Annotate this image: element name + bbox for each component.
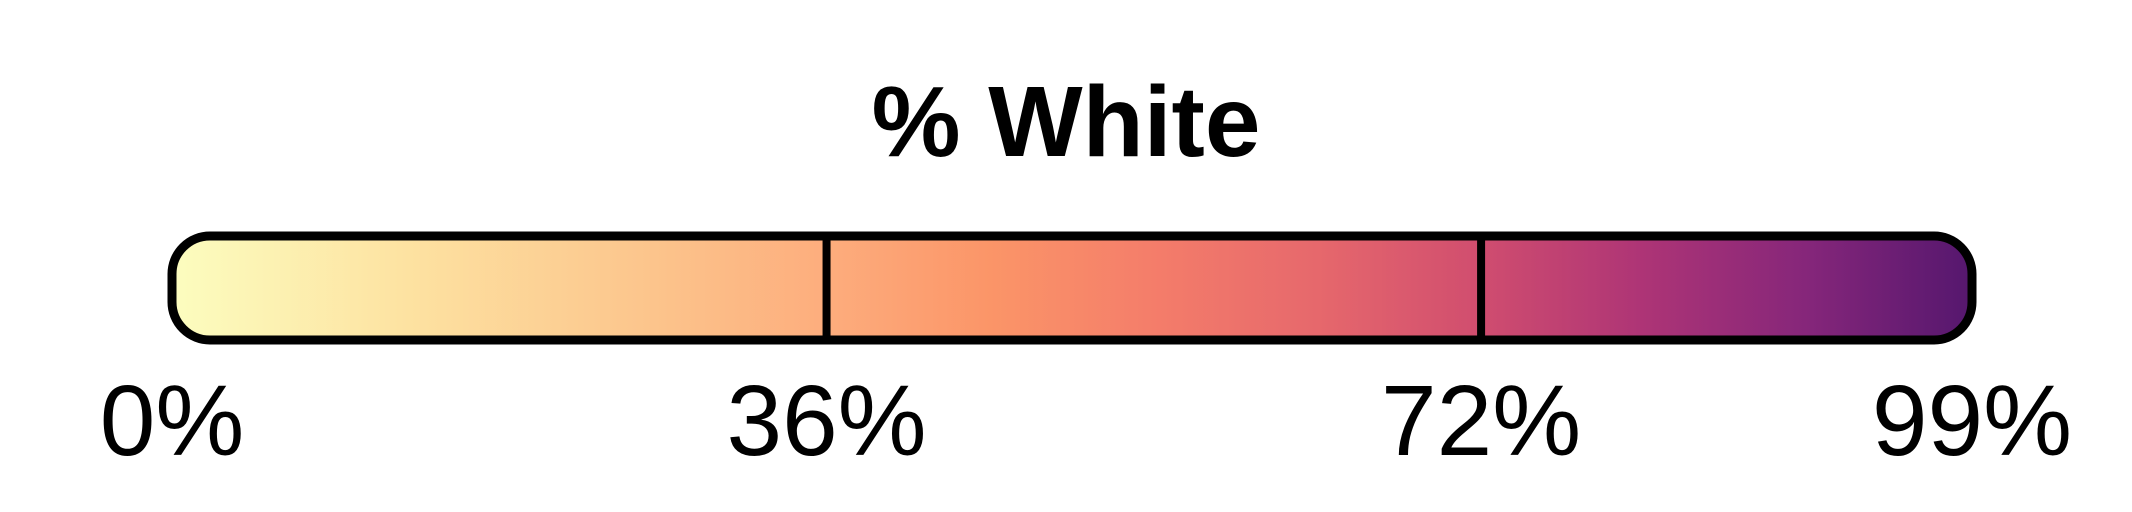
tick-label-0: 0% [100, 365, 245, 477]
tick-label-99: 99% [1872, 365, 2072, 477]
tick-label-72: 72% [1381, 365, 1581, 477]
legend-title: % White [872, 66, 1261, 178]
color-bar [167, 231, 1977, 345]
divider-group [822, 236, 1486, 340]
tick-label-group: 0% 36% 72% 99% [100, 365, 2072, 477]
tick-label-36: 36% [726, 365, 926, 477]
